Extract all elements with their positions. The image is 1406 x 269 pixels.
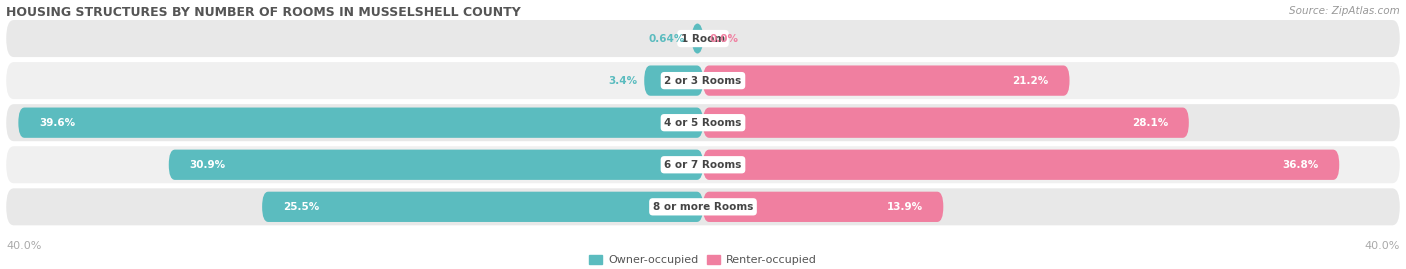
FancyBboxPatch shape	[703, 192, 943, 222]
Text: 36.8%: 36.8%	[1282, 160, 1319, 170]
FancyBboxPatch shape	[262, 192, 703, 222]
Text: 0.64%: 0.64%	[648, 34, 685, 44]
FancyBboxPatch shape	[6, 62, 1400, 99]
FancyBboxPatch shape	[18, 108, 703, 138]
Text: 39.6%: 39.6%	[39, 118, 75, 128]
Text: 40.0%: 40.0%	[6, 241, 42, 251]
Text: 1 Room: 1 Room	[681, 34, 725, 44]
FancyBboxPatch shape	[6, 146, 1400, 183]
Text: 3.4%: 3.4%	[609, 76, 637, 86]
Text: 4 or 5 Rooms: 4 or 5 Rooms	[664, 118, 742, 128]
Text: 6 or 7 Rooms: 6 or 7 Rooms	[664, 160, 742, 170]
Text: HOUSING STRUCTURES BY NUMBER OF ROOMS IN MUSSELSHELL COUNTY: HOUSING STRUCTURES BY NUMBER OF ROOMS IN…	[6, 6, 522, 19]
Text: 30.9%: 30.9%	[190, 160, 225, 170]
Text: Source: ZipAtlas.com: Source: ZipAtlas.com	[1289, 6, 1400, 16]
Text: 21.2%: 21.2%	[1012, 76, 1049, 86]
FancyBboxPatch shape	[169, 150, 703, 180]
Text: 40.0%: 40.0%	[1364, 241, 1400, 251]
Text: 0.0%: 0.0%	[710, 34, 740, 44]
FancyBboxPatch shape	[6, 188, 1400, 225]
Text: 8 or more Rooms: 8 or more Rooms	[652, 202, 754, 212]
FancyBboxPatch shape	[6, 20, 1400, 57]
Text: 2 or 3 Rooms: 2 or 3 Rooms	[665, 76, 741, 86]
FancyBboxPatch shape	[692, 23, 703, 54]
FancyBboxPatch shape	[6, 104, 1400, 141]
Text: 28.1%: 28.1%	[1132, 118, 1168, 128]
FancyBboxPatch shape	[703, 65, 1070, 96]
Text: 13.9%: 13.9%	[886, 202, 922, 212]
Legend: Owner-occupied, Renter-occupied: Owner-occupied, Renter-occupied	[585, 250, 821, 269]
FancyBboxPatch shape	[644, 65, 703, 96]
FancyBboxPatch shape	[703, 108, 1189, 138]
Text: 25.5%: 25.5%	[283, 202, 319, 212]
FancyBboxPatch shape	[703, 150, 1340, 180]
